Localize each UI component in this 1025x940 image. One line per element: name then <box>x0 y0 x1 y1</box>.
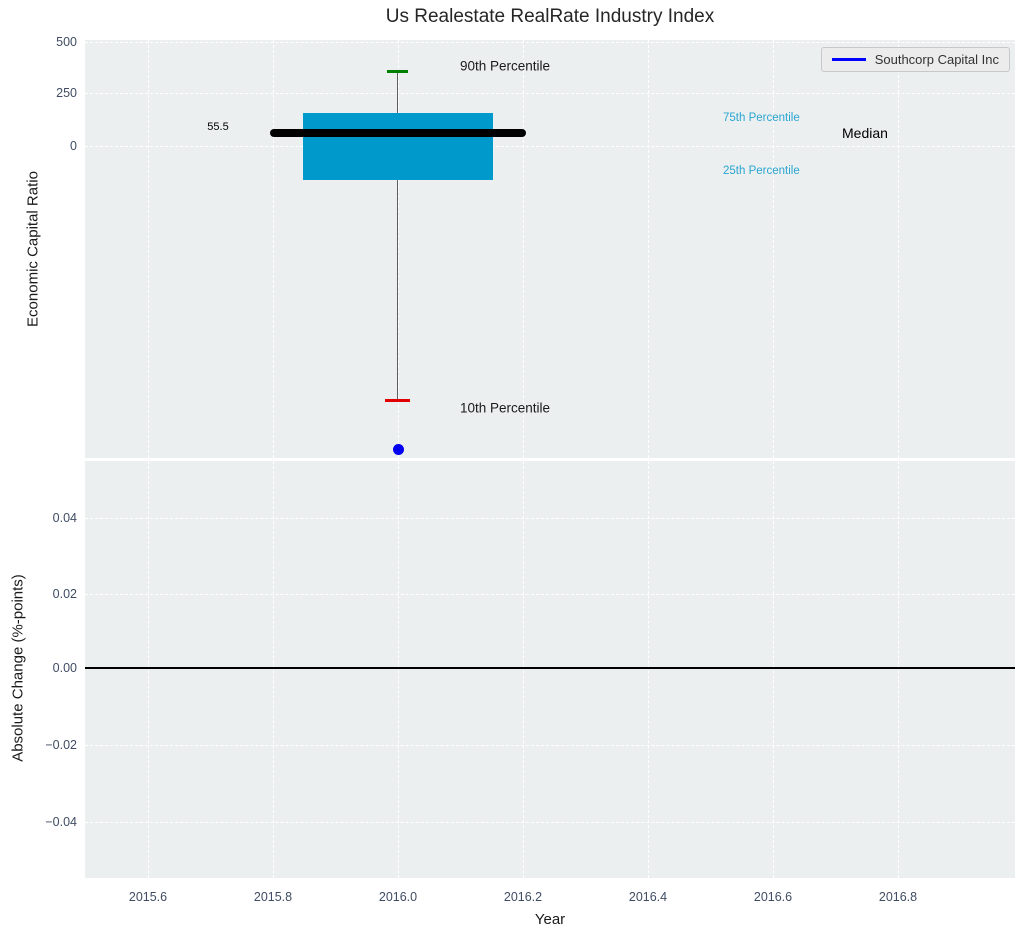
x-tick: 2016.0 <box>378 890 418 904</box>
legend: Southcorp Capital Inc <box>820 47 1010 72</box>
gridline-h <box>85 146 1015 147</box>
gridline-h <box>85 93 1015 94</box>
gridline-v <box>398 40 399 458</box>
p25-label: 25th Percentile <box>723 165 800 177</box>
gridline-v <box>273 461 274 878</box>
y-tick: −0.02 <box>45 738 77 752</box>
gridline-v <box>398 461 399 878</box>
gridline-v <box>523 40 524 458</box>
y-tick: 0 <box>70 139 77 153</box>
top-y-axis-label: Economic Capital Ratio <box>24 171 42 327</box>
gridline-v <box>273 40 274 458</box>
legend-label: Southcorp Capital Inc <box>874 52 999 67</box>
median-line <box>270 129 526 137</box>
p90-cap <box>387 70 408 73</box>
x-tick: 2016.6 <box>753 890 793 904</box>
gridline-h <box>85 42 1015 43</box>
y-tick: 0.02 <box>52 587 77 601</box>
company-point <box>393 444 404 455</box>
gridline-h <box>85 822 1015 823</box>
iqr-box <box>303 113 493 180</box>
gridline-v <box>898 461 899 878</box>
bottom-plot-area <box>85 461 1015 878</box>
gridline-h <box>85 594 1015 595</box>
gridline-v <box>523 461 524 878</box>
p90-label: 90th Percentile <box>460 58 551 74</box>
gridline-h <box>85 745 1015 746</box>
x-tick: 2015.6 <box>128 890 168 904</box>
x-tick: 2016.4 <box>628 890 668 904</box>
y-tick: 250 <box>56 86 77 100</box>
gridline-v <box>648 40 649 458</box>
gridline-v <box>148 40 149 458</box>
zero-baseline <box>85 667 1015 669</box>
chart-title: Us Realestate RealRate Industry Index <box>385 6 715 27</box>
x-tick: 2016.8 <box>878 890 918 904</box>
median-value-label: 55.5 <box>207 121 229 133</box>
x-tick: 2016.2 <box>503 890 543 904</box>
top-plot-area: 55.5 90th Percentile 10th Percentile 75t… <box>85 40 1015 458</box>
x-axis-label: Year <box>534 911 566 928</box>
gridline-h <box>85 518 1015 519</box>
gridline-v <box>898 40 899 458</box>
y-tick: −0.04 <box>45 815 77 829</box>
p10-cap <box>385 399 410 402</box>
x-tick: 2015.8 <box>253 890 293 904</box>
p75-label: 75th Percentile <box>723 112 800 124</box>
whisker-line <box>397 73 398 400</box>
y-tick: 500 <box>56 35 77 49</box>
median-label: Median <box>842 125 888 141</box>
gridline-v <box>648 461 649 878</box>
gridline-v <box>773 40 774 458</box>
gridline-v <box>148 461 149 878</box>
p10-label: 10th Percentile <box>460 400 551 416</box>
gridline-v <box>773 461 774 878</box>
legend-line-sample <box>831 58 866 61</box>
y-tick: 0.04 <box>52 511 77 525</box>
y-tick: 0.00 <box>52 661 77 675</box>
